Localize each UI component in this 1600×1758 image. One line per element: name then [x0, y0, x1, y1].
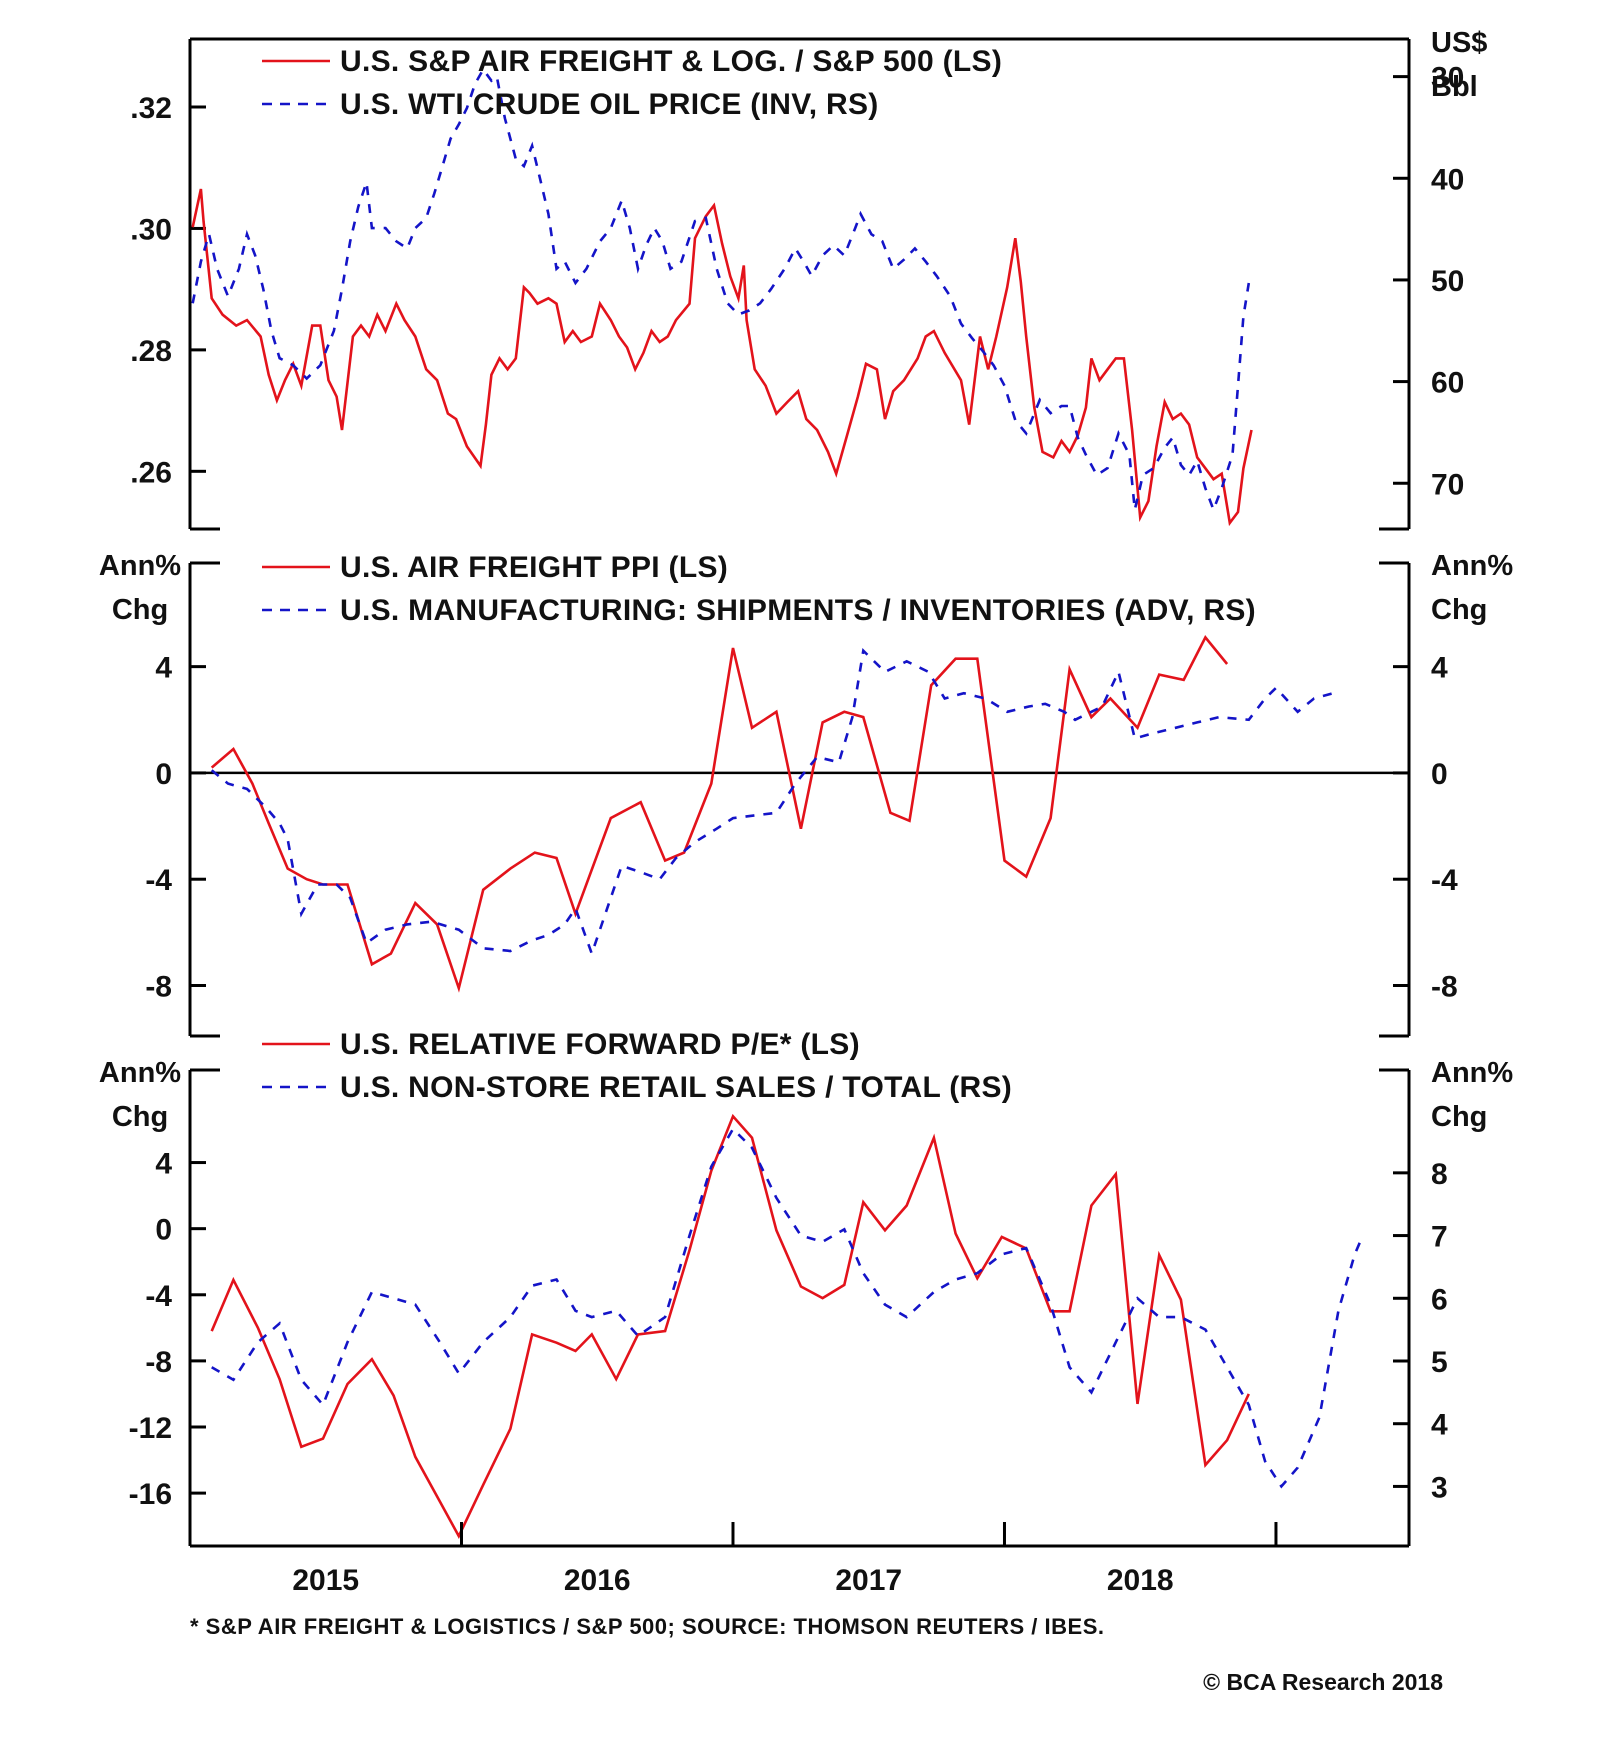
left-tick-label: -8 — [145, 971, 172, 1004]
right-tick-label: 6 — [1431, 1283, 1448, 1316]
series-line-blue-dashed — [191, 67, 1251, 514]
left-unit-label: Chg — [112, 594, 168, 626]
right-unit-label: Ann% — [1431, 550, 1513, 582]
left-tick-label: 0 — [155, 758, 172, 791]
right-tick-label: 70 — [1431, 468, 1464, 501]
x-tick-label: 2015 — [292, 1564, 359, 1597]
left-tick-label: .28 — [130, 335, 172, 368]
right-tick-label: 5 — [1431, 1346, 1448, 1379]
footnote: * S&P AIR FREIGHT & LOGISTICS / S&P 500;… — [190, 1614, 1105, 1639]
left-tick-label: .32 — [130, 92, 172, 125]
left-unit-label: Ann% — [99, 550, 181, 582]
legend-label: U.S. RELATIVE FORWARD P/E* (LS) — [340, 1028, 860, 1061]
x-tick-label: 2017 — [835, 1564, 902, 1597]
series-line-red-solid — [191, 188, 1253, 527]
left-unit-label: Chg — [112, 1101, 168, 1133]
series-line-blue-dashed — [210, 648, 1334, 958]
left-tick-label: .30 — [130, 213, 172, 246]
left-unit-label: Ann% — [99, 1057, 181, 1089]
panel-bottom: 4 0 -4 -8 -12 -16 8 7 6 5 4 3 Ann% Chg Ann% Chg U.S. REL… — [99, 1028, 1513, 1597]
right-unit-label: Ann% — [1431, 1057, 1513, 1089]
copyright: © BCA Research 2018 — [1203, 1669, 1443, 1695]
left-tick-label: -12 — [129, 1412, 172, 1445]
left-tick-label: -4 — [145, 1280, 172, 1313]
legend-label: U.S. NON-STORE RETAIL SALES / TOTAL (RS) — [340, 1071, 1012, 1104]
right-tick-label: 60 — [1431, 367, 1464, 400]
left-tick-label: -4 — [145, 864, 172, 897]
series-line-red-solid — [210, 1113, 1250, 1539]
x-tick-label: 2018 — [1107, 1564, 1174, 1597]
right-unit-label: Bbl — [1431, 71, 1478, 103]
right-tick-label: 4 — [1431, 652, 1448, 685]
right-tick-label: 50 — [1431, 265, 1464, 298]
series-line-blue-dashed — [211, 1126, 1364, 1489]
right-tick-label: 0 — [1431, 758, 1448, 791]
x-tick-label: 2016 — [564, 1564, 631, 1597]
right-tick-label: 4 — [1431, 1409, 1448, 1442]
left-tick-label: -8 — [145, 1346, 172, 1379]
legend-label: U.S. AIR FREIGHT PPI (LS) — [340, 551, 728, 584]
right-tick-label: 30 — [1431, 62, 1464, 95]
left-tick-label: .26 — [130, 456, 172, 489]
right-tick-label: 3 — [1431, 1471, 1448, 1504]
legend-label: U.S. WTI CRUDE OIL PRICE (INV, RS) — [340, 88, 879, 121]
right-unit-label: Chg — [1431, 594, 1487, 626]
right-tick-label: -4 — [1431, 864, 1458, 897]
right-tick-label: 7 — [1431, 1221, 1448, 1254]
series-line-red-solid — [210, 635, 1229, 993]
left-tick-label: -16 — [129, 1478, 172, 1511]
right-tick-label: 8 — [1431, 1158, 1448, 1191]
right-unit-label: Chg — [1431, 1101, 1487, 1133]
right-tick-label: -8 — [1431, 971, 1458, 1004]
left-tick-label: 0 — [155, 1214, 172, 1247]
legend-label: U.S. S&P AIR FREIGHT & LOG. / S&P 500 (L… — [340, 45, 1002, 78]
right-unit-label: US$ — [1431, 27, 1487, 59]
left-tick-label: 4 — [155, 1148, 172, 1181]
legend-label: U.S. MANUFACTURING: SHIPMENTS / INVENTOR… — [340, 594, 1256, 627]
right-tick-label: 40 — [1431, 163, 1464, 196]
panel-middle: 4 0 -4 -8 4 0 -4 -8 Ann% Chg Ann% Chg U.S. AIR FREIG… — [99, 550, 1513, 1038]
left-tick-label: 4 — [155, 652, 172, 685]
panel-top: .32 .30 .28 .26 30 40 50 60 70 US$ Bbl U.S. S&P AIR… — [130, 27, 1487, 531]
